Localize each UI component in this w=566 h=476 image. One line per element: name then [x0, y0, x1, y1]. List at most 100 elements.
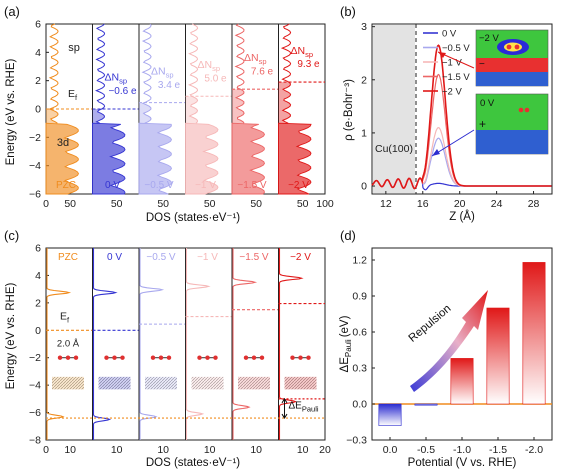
bar-chart-d: −0.30.00.30.60.91.20.0 -0.5 -1.0 -1.5 -2.0 R… [339, 247, 553, 469]
slab-hatch [238, 376, 270, 390]
ytick-label-c: −4 [29, 380, 41, 392]
xtick-label-c: 10 [250, 444, 262, 456]
column-frame-c [185, 247, 233, 441]
d-band-outline-a [45, 122, 80, 195]
molecule-atom [251, 355, 257, 360]
molecule-atom [112, 355, 117, 360]
potential-label-a: −1.5 V [237, 180, 267, 191]
panel-label-b: (b) [340, 4, 356, 19]
molecule-atom [259, 355, 265, 360]
d-band-a [46, 123, 79, 194]
delta-arrow-head [281, 413, 288, 420]
slab-hatch [145, 376, 177, 390]
ytick-label-c: 0 [35, 325, 41, 337]
legend-label: −0.5 V [442, 43, 470, 54]
bar-d [486, 307, 510, 405]
fermi-label-c: Ef [60, 310, 70, 324]
tick-labels-c: −8 −6 −4 −2 0 2 4 6 0 10 10 10 10 10 10 20 [29, 243, 331, 457]
xtick-label-a: 50 [111, 198, 123, 210]
ylabel-a: Energy (eV vs. RHE) [5, 58, 17, 165]
potential-label-c: −1.5 V [239, 252, 269, 263]
ytick-label-b: 2 [361, 74, 367, 86]
xtick-label-b: 16 [417, 198, 429, 210]
ytick-label-a: 4 [35, 47, 41, 59]
d-band-outline-a [278, 122, 312, 195]
xtick-label-b: 12 [380, 198, 392, 210]
xtick-label-a: 50 [64, 198, 76, 210]
inset-top-label: −2 V [479, 33, 499, 44]
ytick-label-d: 0.9 [352, 291, 367, 303]
ytick-label-c: −2 [29, 352, 41, 364]
potential-label-a: 0 V [105, 180, 120, 191]
delta-n-label-a: ΔNsp [244, 52, 267, 66]
surface-label: Cu(100) [375, 143, 413, 155]
svg-text:−: − [479, 59, 485, 70]
molecule-atom [104, 355, 109, 360]
bar-d [378, 403, 402, 426]
dos-columns-c: PZC 0 V −0.5 V −1 V −1.5 V −2 V ΔEPauli Ef 2.0 Å [45, 247, 326, 441]
legend-label: −1 V [442, 58, 462, 69]
potential-label-c: −2 V [290, 252, 311, 263]
ylabel-b: ρ (e·Bohr⁻³) [343, 79, 355, 141]
dos-spectrum-c [92, 248, 118, 440]
xtick-label-d: -1.5 [489, 444, 507, 456]
slab-hatch [284, 376, 317, 390]
panel-label-a: (a) [4, 4, 20, 19]
sp-fill-a [46, 109, 58, 124]
delta-arrow-head [281, 397, 288, 404]
molecule-atom [150, 355, 156, 360]
d-band-outline-a [185, 122, 219, 195]
panel-label-d: (d) [340, 228, 356, 243]
ylabel-c: Energy (eV vs. RHE) [5, 282, 17, 389]
d-band-outline-a [231, 122, 266, 195]
delta-n-value-a: 9.3 e [297, 59, 320, 70]
ytick-label-a: −4 [29, 160, 41, 172]
distance-label-c: 2.0 Å [57, 339, 80, 350]
xtick-label-c: 10 [157, 444, 169, 456]
pointer-blue [431, 129, 475, 157]
surface-region [373, 25, 415, 193]
inset-bottom: 0 V + [475, 93, 549, 155]
xtick-label-a: 50 [204, 198, 216, 210]
dos-spectrum-c [46, 248, 72, 440]
xtick-label-a: 50 [157, 198, 169, 210]
xtick-label-d: -0.5 [417, 444, 435, 456]
bar-d [522, 262, 546, 405]
dos-spectrum-c [278, 248, 304, 440]
ytick-label-a: 6 [35, 19, 41, 31]
ytick-label-c: 4 [35, 270, 41, 282]
xtick-label-b: 20 [454, 198, 466, 210]
repulsion-arrow [410, 290, 488, 392]
potential-label-a: −2 V [288, 180, 309, 191]
ytick-label-a: −6 [29, 189, 41, 201]
inset-top: −2 V − [475, 29, 549, 87]
dos-spectrum-c [232, 248, 258, 440]
delta-label-c: ΔEPauli [289, 400, 319, 413]
ytick-label-c: −8 [29, 435, 41, 447]
xtick-label-c: 10 [64, 444, 76, 456]
sp-fill-a [232, 89, 245, 124]
xtick-label-b: 24 [491, 198, 503, 210]
d-band-a [232, 123, 265, 194]
molecule-atom [213, 355, 218, 360]
legend-b: 0 V −0.5 V −1 V −1.5 V −2 V [423, 29, 470, 98]
ytick-label-a: 2 [35, 75, 41, 87]
xtick-label-a: 100 [316, 198, 334, 210]
potential-label-c: −1 V [197, 252, 218, 263]
potential-label-a: −0.5 V [144, 180, 174, 191]
sp-band-a [48, 23, 59, 124]
potential-label-a: PZC [56, 180, 76, 191]
slab-hatch [52, 376, 84, 390]
column-frame-c [231, 247, 279, 441]
ytick-label-d: 0.0 [352, 399, 367, 411]
molecule-atom [57, 355, 63, 360]
xlabel-a: DOS (states·eV⁻¹) [146, 212, 240, 224]
delta-n-label-a: ΔNsp [151, 65, 174, 79]
sp-band-a [280, 23, 292, 124]
ytick-label-d: 1.2 [352, 255, 367, 267]
xlabel-d: Potential (V vs. RHE) [408, 457, 517, 469]
